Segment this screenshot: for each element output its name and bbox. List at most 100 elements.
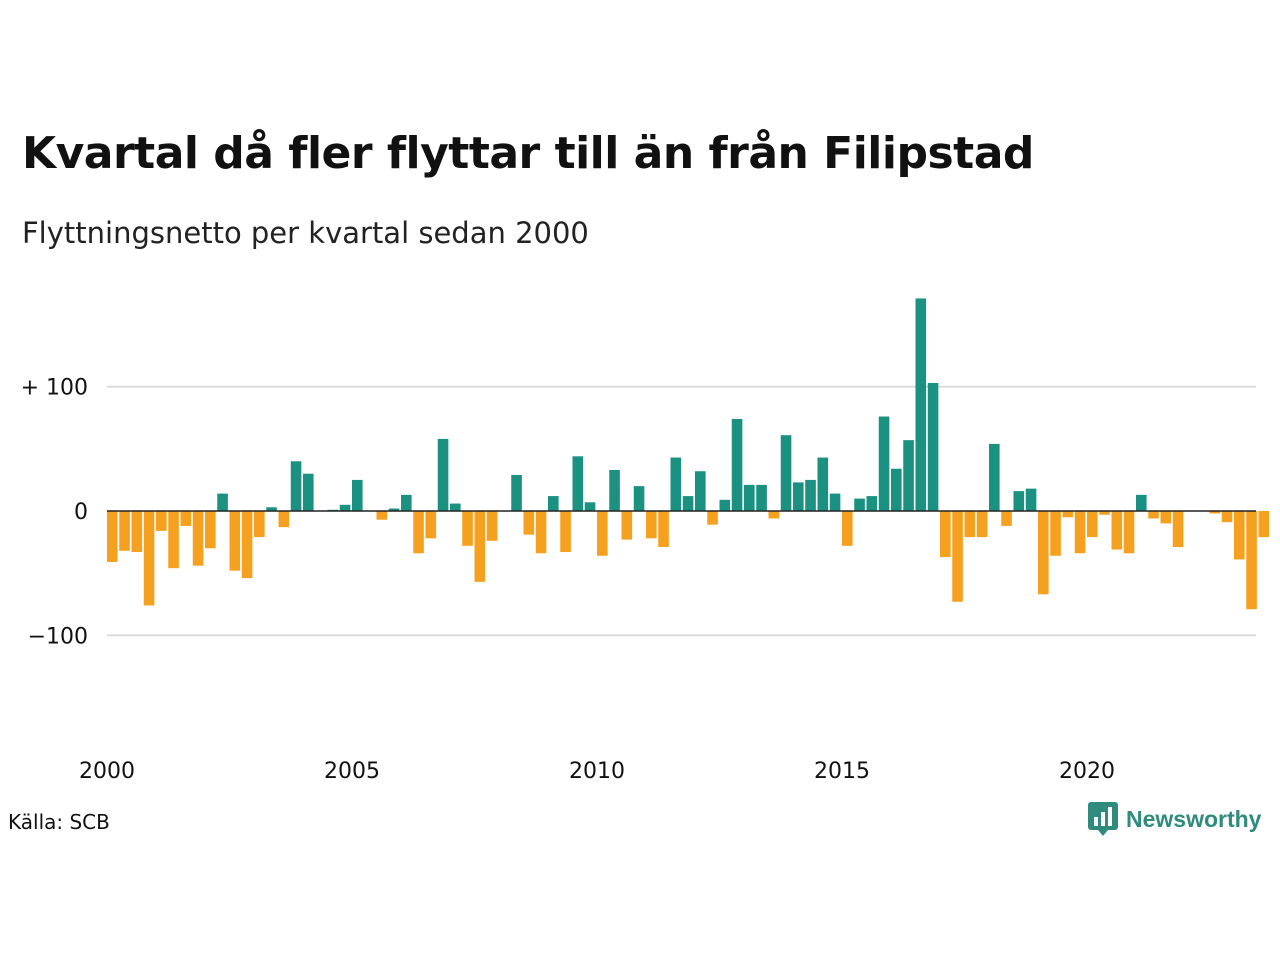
bar-2011K2 [658, 511, 669, 548]
bar-2019K3 [1062, 511, 1074, 518]
bar-2017K4 [976, 511, 988, 538]
bar-2017K1 [940, 511, 951, 557]
bar-2014K1 [793, 482, 804, 511]
bar-2019K2 [1050, 511, 1061, 556]
newsworthy-logo-icon [1088, 802, 1118, 836]
bar-2020K1 [1087, 511, 1098, 538]
bar-2002K4 [241, 511, 253, 579]
bar-2003K1 [254, 511, 265, 538]
bar-2016K1 [891, 468, 902, 511]
bar-2004K1 [303, 473, 314, 511]
bar-2017K3 [964, 511, 976, 538]
bar-2008K2 [511, 474, 522, 511]
bar-2021K4 [1172, 511, 1184, 548]
bar-2011K4 [682, 496, 694, 511]
bar-2004K4 [339, 504, 351, 511]
bar-2023K3 [1258, 511, 1270, 538]
bar-2023K1 [1234, 511, 1245, 560]
bar-2001K2 [168, 511, 179, 569]
bar-2009K2 [560, 511, 571, 553]
bar-2015K3 [866, 496, 878, 511]
bar-2012K1 [695, 471, 706, 511]
x-tick-label: 2000 [79, 759, 135, 784]
bar-2013K1 [744, 484, 755, 511]
y-tick-label: + 100 [21, 376, 88, 401]
bar-2001K3 [180, 511, 192, 526]
bar-2015K2 [854, 498, 865, 511]
bar-2002K1 [205, 511, 216, 549]
y-tick-label: −100 [28, 624, 88, 649]
bar-2018K1 [989, 443, 1000, 511]
bar-2019K1 [1038, 511, 1049, 595]
x-tick-label: 2010 [569, 759, 625, 784]
y-axis-labels: + 100 0 −100 [21, 376, 88, 650]
bar-2000K1 [107, 511, 118, 562]
bar-2012K3 [719, 499, 731, 511]
bar-2005K4 [388, 508, 400, 511]
bar-2010K4 [633, 486, 645, 511]
bar-2018K3 [1013, 491, 1025, 511]
bar-2009K3 [572, 456, 584, 511]
bar-2000K2 [119, 511, 130, 551]
grid-layer [107, 385, 1256, 637]
brand-label: Newsworthy [1126, 805, 1262, 832]
bar-2014K4 [829, 493, 841, 511]
bar-2007K3 [474, 511, 486, 582]
bar-2003K4 [290, 461, 302, 511]
bar-chart: + 100 0 −100 2000 2005 2010 2015 2020 [21, 298, 1270, 784]
bars [107, 298, 1270, 610]
bar-2000K4 [143, 511, 155, 606]
bar-2019K4 [1074, 511, 1086, 554]
bar-2017K2 [952, 511, 963, 602]
brand-logo[interactable]: Newsworthy [1088, 802, 1261, 836]
bar-2012K4 [731, 419, 743, 511]
bar-2015K1 [842, 511, 853, 546]
bar-2006K3 [425, 511, 437, 539]
bar-2009K4 [584, 502, 596, 511]
bar-2010K3 [621, 511, 633, 540]
chart-subtitle: Flyttningsnetto per kvartal sedan 2000 [22, 216, 589, 250]
bar-2005K1 [352, 479, 363, 511]
bar-2006K2 [413, 511, 424, 554]
bar-2015K4 [878, 416, 890, 511]
bar-2010K2 [609, 469, 620, 511]
bar-2007K4 [486, 511, 498, 541]
bar-2003K3 [278, 511, 290, 528]
bar-2002K2 [217, 493, 228, 511]
source-note: Källa: SCB [8, 810, 110, 834]
bar-2014K2 [805, 479, 816, 511]
x-tick-label: 2020 [1059, 759, 1115, 784]
bar-2000K3 [131, 511, 143, 553]
bar-2014K3 [817, 457, 829, 511]
bar-2010K1 [597, 511, 608, 556]
bar-2006K4 [437, 438, 449, 511]
bar-2008K4 [535, 511, 547, 554]
chart-title: Kvartal då fler flyttar till än från Fil… [22, 128, 1034, 179]
bar-2003K2 [266, 507, 277, 511]
x-tick-label: 2005 [324, 759, 380, 784]
bar-2009K1 [548, 496, 559, 511]
bar-2020K4 [1123, 511, 1135, 554]
bar-2013K4 [780, 435, 792, 511]
bar-2008K3 [523, 511, 535, 535]
bar-2023K2 [1246, 511, 1257, 610]
x-tick-label: 2015 [814, 759, 870, 784]
bar-2011K3 [670, 457, 682, 511]
bar-2002K3 [229, 511, 241, 571]
bar-2012K2 [707, 511, 718, 525]
bar-2013K2 [756, 484, 767, 511]
bar-2007K1 [450, 503, 461, 511]
bar-2022K4 [1221, 511, 1233, 523]
bar-2016K3 [915, 298, 927, 511]
bar-2021K1 [1136, 494, 1147, 511]
bar-2021K3 [1160, 511, 1172, 524]
x-axis-labels: 2000 2005 2010 2015 2020 [79, 759, 1115, 784]
y-tick-label: 0 [74, 500, 88, 525]
bar-2001K1 [156, 511, 167, 531]
bar-2020K3 [1111, 511, 1123, 550]
bar-2007K2 [462, 511, 473, 546]
bar-2006K1 [401, 494, 412, 511]
bar-2016K4 [927, 382, 939, 511]
bar-2001K4 [192, 511, 204, 566]
bar-2018K4 [1025, 488, 1037, 511]
